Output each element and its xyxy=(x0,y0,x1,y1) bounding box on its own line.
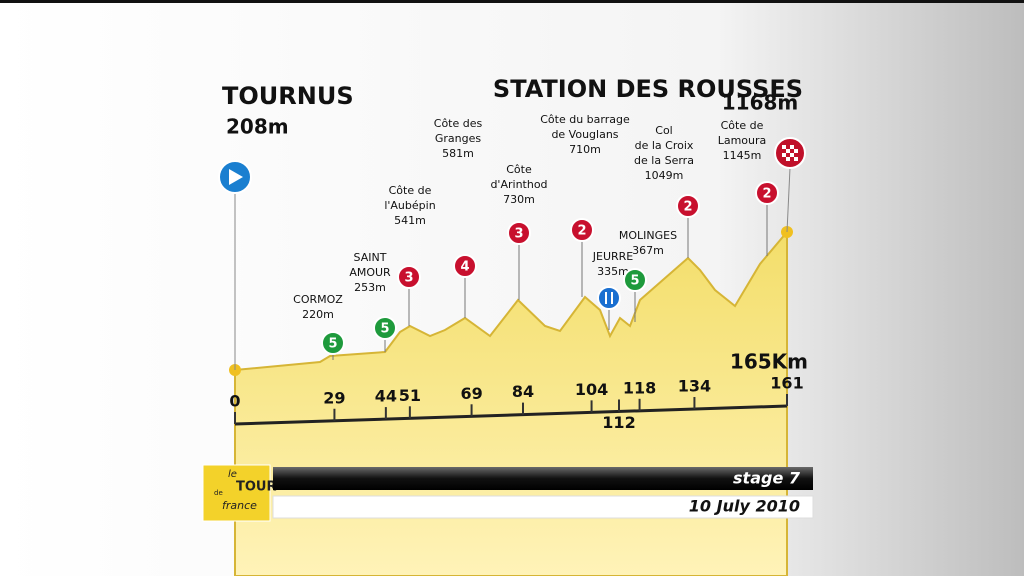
finish-check xyxy=(782,145,786,149)
km-label: 44 xyxy=(375,387,397,406)
date-bar xyxy=(272,495,814,519)
point-altitude: 367m xyxy=(632,244,664,257)
feed-icon xyxy=(605,292,607,304)
climb-category: 3 xyxy=(404,271,413,286)
finish-check xyxy=(790,145,794,149)
logo-box xyxy=(202,464,271,522)
point-name: JEURRE xyxy=(592,250,634,263)
banner: le TOUR de france stage 7 10 July 2010 xyxy=(202,464,814,522)
point-altitude: 1049m xyxy=(645,169,684,182)
finish-check xyxy=(790,153,794,157)
date-label: 10 July 2010 xyxy=(689,497,800,516)
km-label: 134 xyxy=(678,377,711,396)
logo-text: de xyxy=(214,489,223,497)
climb-category: 2 xyxy=(683,200,692,215)
total-distance: 165Km xyxy=(730,350,808,374)
km-label: 69 xyxy=(460,384,482,403)
point-name: Côte xyxy=(506,163,532,176)
finish-check xyxy=(786,149,790,153)
climb-category: 3 xyxy=(514,227,523,242)
logo-text: france xyxy=(222,499,257,512)
climb-category: 4 xyxy=(460,260,469,275)
finish-check xyxy=(786,157,790,161)
logo-text: TOUR xyxy=(236,480,277,495)
point-marker xyxy=(676,194,700,218)
finish-check xyxy=(782,153,786,157)
point-altitude: 541m xyxy=(394,214,426,227)
km-label: 84 xyxy=(512,382,534,401)
top-strip xyxy=(0,0,1024,3)
point-name: CORMOZ xyxy=(293,293,343,306)
point-name: Côte du barrage xyxy=(540,113,630,126)
point-name: de la Serra xyxy=(634,154,694,167)
point-name: Côte de xyxy=(721,119,764,132)
start-icon-arrow xyxy=(229,169,243,185)
point-name: Granges xyxy=(435,132,482,145)
climb-category: 2 xyxy=(577,224,586,239)
km-label: 118 xyxy=(623,378,656,397)
climb-category: 2 xyxy=(762,187,771,202)
km-label: 0 xyxy=(229,392,240,411)
km-label: 161 xyxy=(770,374,803,393)
km-label: 51 xyxy=(399,386,421,405)
feed-icon xyxy=(611,292,613,304)
point-marker xyxy=(397,265,421,289)
point-altitude: 253m xyxy=(354,281,386,294)
point-marker xyxy=(623,268,647,292)
point-marker xyxy=(597,286,621,310)
climb-category: 5 xyxy=(328,337,337,352)
point-name: l'Aubépin xyxy=(384,199,435,212)
point-altitude: 730m xyxy=(503,193,535,206)
point-marker xyxy=(507,221,531,245)
finish-altitude: 1168m xyxy=(722,91,799,115)
point-name: Lamoura xyxy=(718,134,767,147)
point-marker xyxy=(453,254,477,278)
point-name: SAINT xyxy=(354,251,387,264)
point-name: AMOUR xyxy=(349,266,391,279)
start-altitude: 208m xyxy=(226,115,289,139)
finish-check xyxy=(794,149,798,153)
km-label: 104 xyxy=(575,380,608,399)
finish-check xyxy=(794,157,798,161)
point-altitude: 335m xyxy=(597,265,629,278)
point-name: de la Croix xyxy=(635,139,694,152)
stage-bar xyxy=(273,467,813,490)
km-label: 29 xyxy=(323,388,345,407)
point-name: de Vouglans xyxy=(551,128,618,141)
climb-category: 5 xyxy=(380,322,389,337)
finish-pole xyxy=(786,167,791,233)
stage-label: stage 7 xyxy=(733,469,801,488)
point-marker xyxy=(570,218,594,242)
point-altitude: 220m xyxy=(302,308,334,321)
point-marker xyxy=(321,331,345,355)
start-name: TOURNUS xyxy=(222,82,354,110)
point-name: MOLINGES xyxy=(619,229,677,242)
point-name: Col xyxy=(655,124,672,137)
finish-name: STATION DES ROUSSES xyxy=(493,75,803,103)
point-name: Côte de xyxy=(389,184,432,197)
point-marker xyxy=(755,181,779,205)
point-altitude: 1145m xyxy=(723,149,762,162)
point-name: Côte des xyxy=(434,117,483,130)
point-altitude: 581m xyxy=(442,147,474,160)
point-marker xyxy=(373,316,397,340)
point-altitude: 710m xyxy=(569,143,601,156)
km-label: 112 xyxy=(602,413,635,432)
point-name: d'Arinthod xyxy=(490,178,547,191)
climb-category: 5 xyxy=(630,274,639,289)
logo-text: le xyxy=(228,469,237,480)
